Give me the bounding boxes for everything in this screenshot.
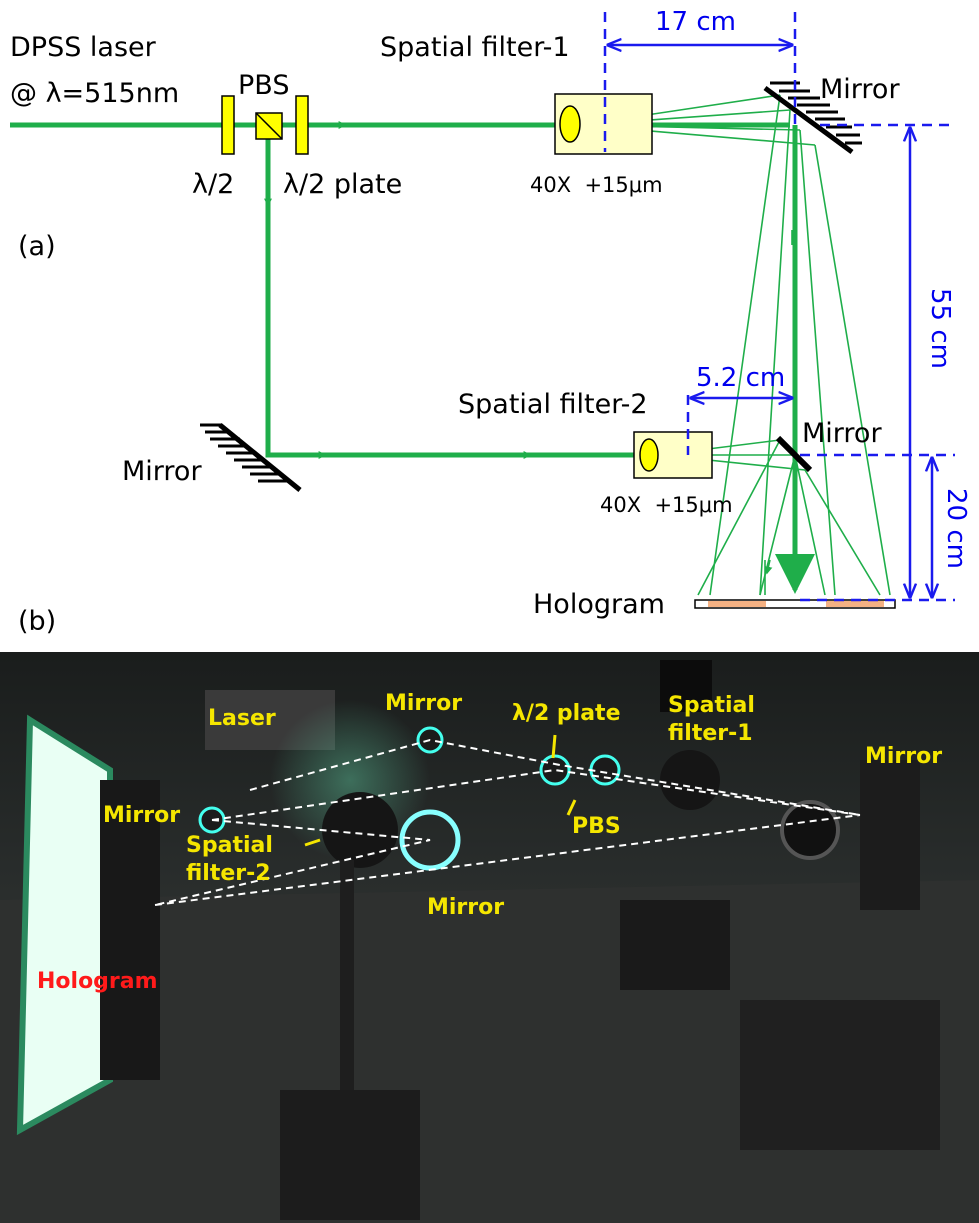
- photo-label: Mirror: [103, 803, 180, 828]
- half-wave-plate: [296, 96, 308, 154]
- photo-label: filter-2: [186, 861, 271, 886]
- objective-lens: [640, 439, 658, 471]
- mirror-mount: [860, 760, 920, 910]
- pbs-label: PBS: [238, 70, 289, 101]
- fan-beams: [580, 95, 890, 595]
- spatial-filter-1-label: Spatial filter-1: [380, 32, 570, 63]
- half-wave-plate-label: λ/2 plate: [283, 169, 402, 200]
- photo-label: PBS: [572, 814, 621, 839]
- distance-label: 5.2 cm: [696, 363, 785, 393]
- mirror-label: Mirror: [820, 74, 900, 105]
- hologram-label: Hologram: [533, 589, 665, 620]
- optic-photo: [541, 756, 569, 784]
- photo-label: Mirror: [385, 691, 462, 716]
- stage: [620, 900, 730, 990]
- distance-label: 55 cm: [925, 288, 955, 369]
- hologram-screen: [20, 720, 110, 1130]
- panel-label: (b): [18, 606, 56, 637]
- photo-label: Spatial: [668, 693, 755, 718]
- mirror-label: Mirror: [122, 456, 202, 487]
- photo-label: Mirror: [427, 895, 504, 920]
- distance-label: 20 cm: [941, 488, 971, 569]
- objective-label: 40X +15μm: [600, 493, 733, 517]
- photo-label: λ/2 plate: [512, 701, 621, 726]
- half-wave-label: λ/2: [192, 169, 234, 200]
- panel-b-photo: Laser Mirror λ/2 plate Spatial filter-1 …: [0, 652, 979, 1223]
- hologram-region: [826, 601, 884, 607]
- photo-label: Spatial: [186, 833, 273, 858]
- photo-label: Laser: [208, 706, 276, 731]
- objective-label: 40X +15μm: [530, 173, 663, 197]
- panel-a: DPSS laser @ λ=515nm PBS λ/2 λ/2 plate S…: [10, 7, 971, 637]
- spatial-filter-2-label: Spatial filter-2: [458, 389, 648, 420]
- half-wave-plate: [222, 96, 234, 154]
- distance-label: 17 cm: [655, 7, 736, 37]
- hologram-region: [708, 601, 766, 607]
- mirror-label: Mirror: [802, 418, 882, 449]
- laser-label: DPSS laser: [10, 32, 157, 63]
- spatial-filter-1-photo: [660, 750, 720, 810]
- photo-label: Mirror: [865, 744, 942, 769]
- laser-wavelength: @ λ=515nm: [10, 78, 179, 109]
- panel-label: (a): [18, 231, 56, 262]
- photo-label: filter-1: [668, 721, 753, 746]
- photo-label: Hologram: [37, 969, 158, 994]
- stage: [280, 1090, 420, 1220]
- figure: DPSS laser @ λ=515nm PBS λ/2 λ/2 plate S…: [0, 0, 979, 1223]
- objective-lens: [560, 106, 580, 142]
- stage: [740, 1000, 940, 1150]
